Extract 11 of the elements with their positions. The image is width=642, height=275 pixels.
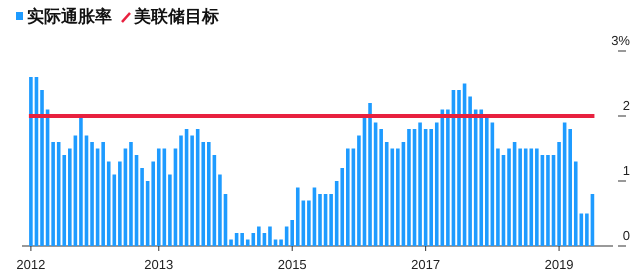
y-tick-label: 1 [622, 163, 630, 178]
y-tick-label: 2 [622, 98, 630, 113]
x-tick-label: 2013 [144, 257, 174, 272]
x-tick-label: 2015 [278, 257, 307, 272]
legend-label: 美联储目标 [133, 7, 219, 27]
x-tick-label: 2012 [16, 257, 46, 272]
x-tick-label: 2017 [411, 257, 440, 272]
x-tick-label: 2019 [544, 257, 574, 272]
y-tick-label: 3% [611, 33, 630, 48]
y-tick-label: 0 [622, 228, 630, 243]
legend-label: 实际通胀率 [27, 7, 112, 27]
